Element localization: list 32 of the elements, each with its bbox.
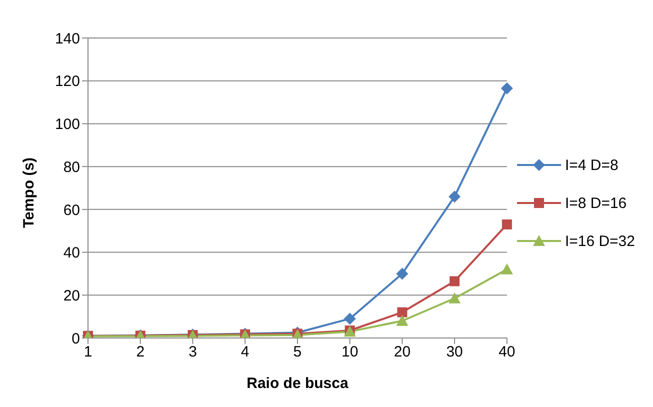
legend-label: I=8 D=16	[564, 194, 627, 212]
x-tick-label: 5	[293, 344, 302, 361]
point	[396, 268, 408, 280]
point	[502, 219, 512, 230]
legend-label: I=16 D=32	[564, 232, 635, 250]
y-tick-label: 140	[54, 30, 80, 48]
point	[344, 312, 356, 325]
x-tick-label: 30	[446, 344, 463, 361]
point	[448, 292, 461, 304]
point	[500, 82, 513, 94]
y-tick-label: 40	[63, 244, 80, 262]
point	[500, 263, 513, 274]
y-tick-label: 20	[63, 287, 80, 304]
y-tick-label: 0	[72, 330, 80, 348]
x-tick-label: 20	[394, 344, 411, 361]
y-tick-label: 100	[54, 116, 80, 134]
x-tick-label: 10	[341, 344, 358, 361]
x-tick-label: 2	[136, 344, 145, 361]
x-tick-label: 3	[188, 344, 197, 361]
point	[448, 190, 461, 203]
x-tick-label: 4	[240, 344, 250, 361]
point	[396, 314, 408, 326]
x-tick-label: 1	[84, 344, 92, 361]
y-tick-label: 120	[54, 73, 80, 90]
point	[397, 307, 408, 318]
point	[450, 276, 460, 286]
legend-label: I=4 D=8	[564, 156, 618, 174]
x-tick-label: 40	[498, 344, 516, 361]
y-axis-title: Tempo (s)	[20, 157, 38, 228]
y-tick-label: 80	[63, 158, 80, 176]
x-axis-title: Raio de busca	[246, 375, 349, 392]
y-tick-label: 60	[63, 202, 80, 219]
